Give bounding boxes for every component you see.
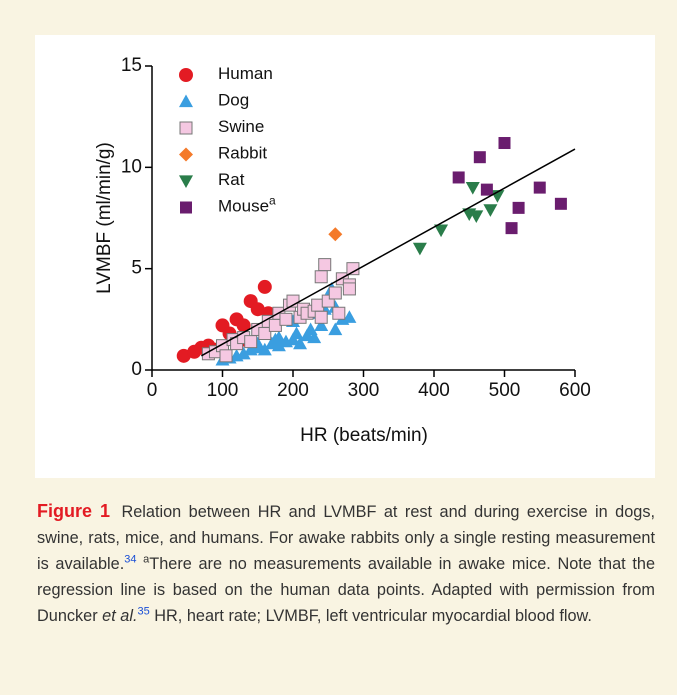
marker <box>219 349 233 363</box>
marker <box>279 312 293 326</box>
marker <box>257 342 272 356</box>
legend-superscript: a <box>269 194 276 208</box>
marker <box>289 326 304 340</box>
legend-text: Human <box>218 64 273 83</box>
marker <box>328 227 343 242</box>
marker <box>179 121 193 135</box>
y-tick-label: 10 <box>121 156 142 177</box>
legend-label: Human <box>218 64 273 83</box>
legend-text: Rat <box>218 170 245 189</box>
legend-text: Rabbit <box>218 144 267 163</box>
figure-panel <box>35 35 655 478</box>
marker <box>179 147 193 162</box>
marker <box>483 204 498 217</box>
y-tick-label: 5 <box>131 258 142 279</box>
caption-text: HR, heart rate; LVMBF, left ventricular … <box>154 607 592 625</box>
marker <box>250 302 265 317</box>
marker <box>452 171 465 184</box>
marker <box>434 224 449 238</box>
marker <box>314 270 328 284</box>
marker <box>346 262 360 276</box>
marker <box>257 279 272 294</box>
marker <box>328 286 342 300</box>
marker <box>512 201 525 214</box>
marker <box>176 348 191 363</box>
marker <box>180 201 192 214</box>
marker <box>328 322 343 336</box>
legend-label: Rat <box>218 170 245 189</box>
marker <box>332 306 346 320</box>
x-tick-label: 300 <box>348 380 380 401</box>
x-tick-label: 0 <box>147 380 158 401</box>
y-axis-label: LVMBF (ml/min/g) <box>94 142 115 294</box>
marker <box>179 94 193 108</box>
legend-text: Swine <box>218 117 264 136</box>
legend-label: Dog <box>218 91 249 110</box>
x-axis-label: HR (beats/min) <box>300 425 428 446</box>
caption-label: Figure 1 <box>37 501 110 521</box>
marker <box>179 68 193 82</box>
y-tick-label: 0 <box>131 359 142 380</box>
marker <box>412 242 427 256</box>
marker <box>307 330 322 344</box>
y-tick-label: 15 <box>121 55 142 76</box>
reference[interactable]: 34 <box>124 553 137 566</box>
marker <box>236 318 251 333</box>
x-tick-label: 100 <box>207 380 239 401</box>
caption-text: There are no measurements available in a… <box>37 555 656 625</box>
legend-label: Mousea <box>218 194 276 216</box>
caption-text: Relation between HR and LVMBF at rest an… <box>37 503 655 573</box>
x-tick-label: 400 <box>418 380 450 401</box>
marker <box>314 318 329 332</box>
marker <box>342 282 356 296</box>
caption-italic: et al. <box>102 607 138 625</box>
marker <box>554 197 567 210</box>
marker <box>271 330 286 344</box>
marker <box>244 335 258 349</box>
caption: Figure 1 Relation between HR and LVMBF a… <box>37 498 655 629</box>
marker <box>271 338 286 352</box>
marker <box>314 310 328 324</box>
marker <box>179 175 193 188</box>
marker <box>465 182 480 195</box>
marker <box>342 310 357 323</box>
marker <box>505 222 518 235</box>
legend-text: Dog <box>218 91 249 110</box>
marker <box>469 210 484 223</box>
legend-label: Swine <box>218 117 264 136</box>
marker <box>318 258 332 272</box>
chart: LVMBF (ml/min/g) HR (beats/min) 0 5 10 15 0 1… <box>94 55 591 446</box>
marker <box>498 137 511 150</box>
x-tick-label: 600 <box>559 380 591 401</box>
x-tick-label: 500 <box>489 380 521 401</box>
marker <box>533 181 546 194</box>
note-marker: a <box>143 553 150 566</box>
marker <box>473 151 486 164</box>
marker <box>293 336 308 350</box>
x-tick-label: 200 <box>277 380 309 401</box>
marker <box>480 183 493 196</box>
marker <box>236 346 251 360</box>
regression-line <box>200 148 576 357</box>
legend-text: Mouse <box>218 197 269 216</box>
reference[interactable]: 35 <box>137 605 150 618</box>
legend-label: Rabbit <box>218 144 267 163</box>
